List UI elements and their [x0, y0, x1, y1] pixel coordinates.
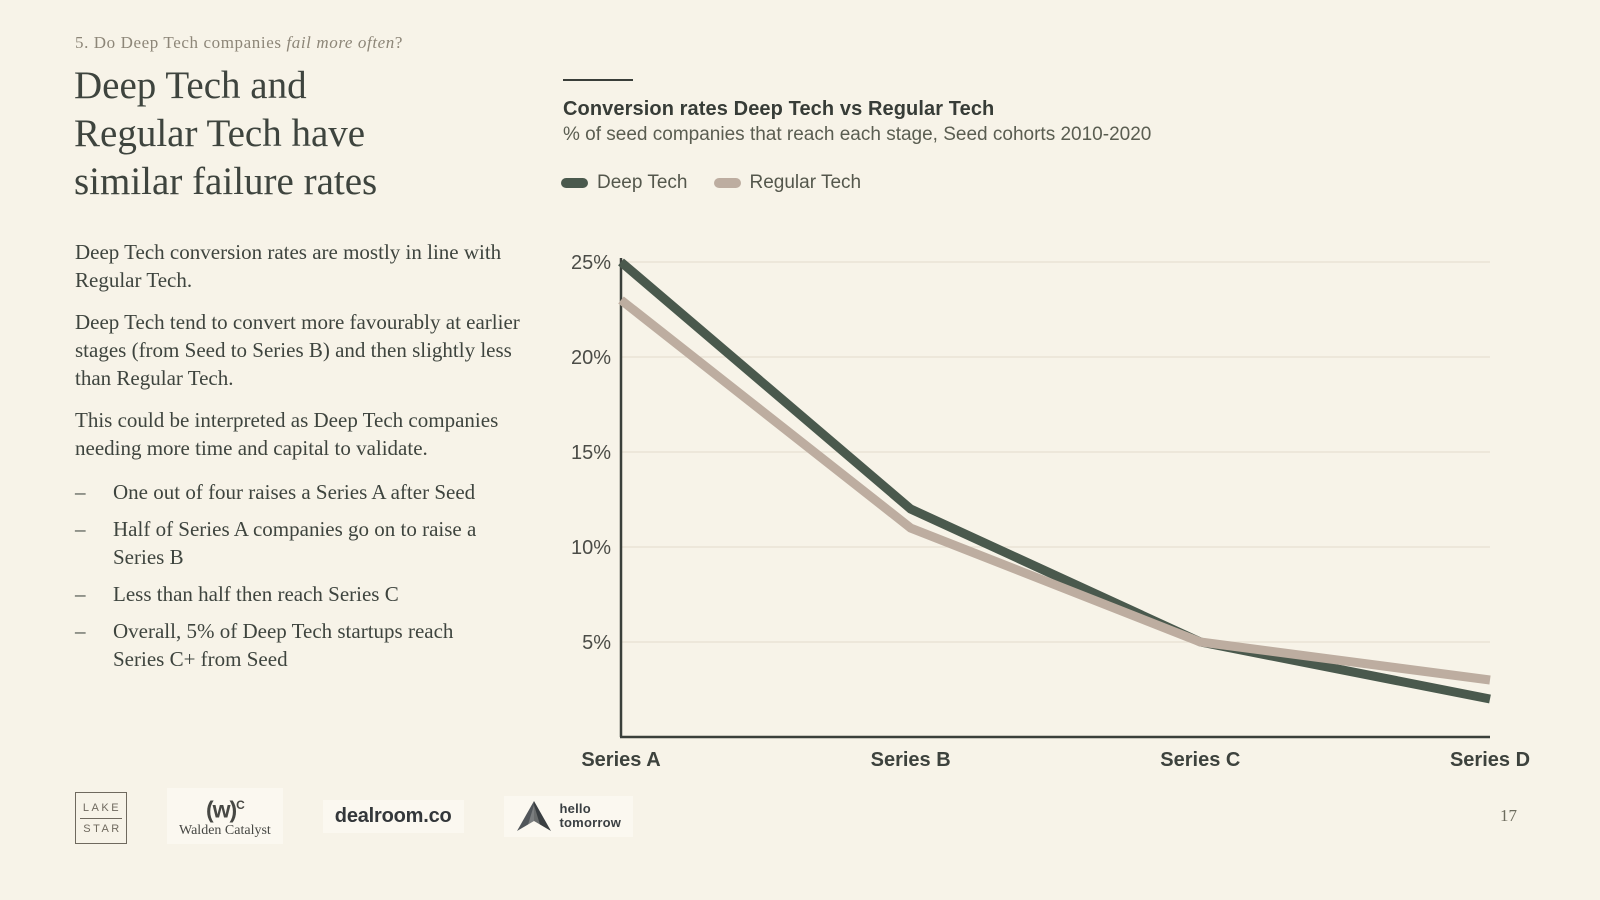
bullet-text: Half of Series A companies go on to rais…: [113, 517, 477, 569]
lakestar-logo-text: LAKE: [79, 802, 123, 819]
y-tick-label: 25%: [571, 252, 611, 274]
bullet-list: – One out of four raises a Series A after…: [75, 478, 535, 673]
y-tick-label: 15%: [571, 442, 611, 464]
chart-accent-rule: [563, 79, 633, 81]
list-item: – Half of Series A companies go on to rai…: [75, 515, 535, 571]
x-axis-label: Series A: [581, 749, 660, 771]
page-title-line-1: Deep Tech and: [74, 64, 307, 107]
page-title-line-3: similar failure rates: [74, 160, 378, 203]
legend-label: Regular Tech: [749, 172, 862, 193]
paragraph: Deep Tech tend to convert more favourabl…: [75, 310, 520, 390]
lakestar-logo-text: STAR: [83, 822, 122, 835]
bullet-text: Less than half then reach Series C: [113, 582, 399, 606]
bullet-dash: –: [75, 517, 86, 541]
list-item: – Overall, 5% of Deep Tech startups reach…: [75, 617, 535, 673]
walden-catalyst-logo: (w)C Walden Catalyst: [167, 787, 283, 845]
kicker-prefix: 5. Do Deep Tech companies: [75, 33, 287, 52]
dealroom-logo: dealroom.co: [322, 799, 464, 833]
kicker-suffix: ?: [394, 33, 404, 52]
chart-title: Conversion rates Deep Tech vs Regular Te…: [563, 98, 995, 120]
partner-logos: LAKE STAR (w)C Walden Catalyst dealroom.…: [75, 786, 634, 846]
deep-tech-swatch-icon: [561, 178, 588, 188]
paragraph: This could be interpreted as Deep Tech c…: [75, 408, 499, 460]
hello-tomorrow-diamond-icon: [516, 800, 551, 831]
x-axis-label: Series B: [871, 749, 951, 771]
hello-tomorrow-logo: hello tomorrow: [503, 795, 634, 837]
body-text: Deep Tech conversion rates are mostly in…: [75, 238, 535, 682]
chart-legend: Deep Tech Regular Tech: [561, 172, 861, 194]
x-axis-label: Series C: [1160, 749, 1240, 771]
list-item: – One out of four raises a Series A after…: [75, 478, 535, 506]
section-kicker: 5. Do Deep Tech companies fail more ofte…: [75, 33, 403, 53]
page-number: 17: [1500, 806, 1517, 825]
y-tick-label: 10%: [571, 537, 611, 559]
bullet-text: One out of four raises a Series A after …: [113, 480, 476, 504]
legend-label: Deep Tech: [597, 172, 688, 193]
bullet-dash: –: [75, 480, 86, 504]
y-tick-label: 5%: [582, 632, 611, 654]
legend-item-deep-tech: Deep Tech: [561, 172, 688, 194]
series-line-regular-tech: [618, 296, 1491, 685]
bullet-text: Overall, 5% of Deep Tech startups reach …: [113, 619, 454, 671]
bullet-dash: –: [75, 582, 86, 606]
page-title-line-2: Regular Tech have: [74, 112, 366, 155]
series-line-deep-tech: [618, 258, 1491, 704]
bullet-dash: –: [75, 619, 86, 643]
walden-catalyst-mark-icon: (w)C: [205, 796, 245, 823]
paragraph: Deep Tech conversion rates are mostly in…: [75, 240, 502, 292]
x-axis-label: Series D: [1450, 749, 1530, 771]
page-title: Deep Tech and Regular Tech have similar …: [74, 62, 377, 206]
chart-subtitle: % of seed companies that reach each stag…: [563, 124, 1152, 145]
regular-tech-swatch-icon: [713, 178, 741, 188]
lakestar-logo: LAKE STAR: [75, 792, 127, 844]
legend-item-regular-tech: Regular Tech: [713, 172, 862, 194]
list-item: – Less than half then reach Series C: [75, 580, 535, 608]
conversion-chart: 5% 10% 15% 20% 25% Series A Series B Series C Se…: [571, 252, 1530, 771]
walden-catalyst-label: Walden Catalyst: [179, 823, 271, 839]
kicker-emphasis: fail more often: [286, 33, 395, 52]
y-tick-label: 20%: [571, 347, 611, 369]
hello-tomorrow-label: hello tomorrow: [559, 801, 622, 830]
